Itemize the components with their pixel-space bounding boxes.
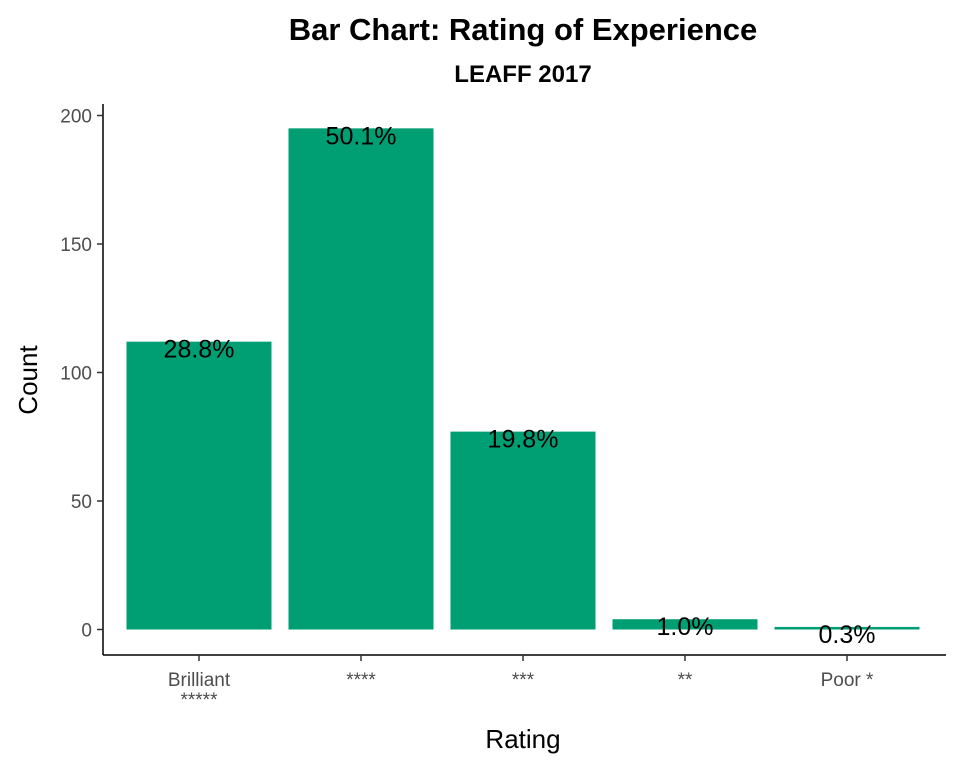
bar xyxy=(126,341,272,630)
y-tick-label: 50 xyxy=(71,492,92,513)
data-label: 28.8% xyxy=(164,336,235,364)
data-label: 19.8% xyxy=(488,426,559,454)
y-axis-ticks: 0 50 100 150 200 xyxy=(60,107,103,642)
y-tick-label: 100 xyxy=(60,364,92,385)
x-tick-label: *** xyxy=(512,670,535,691)
x-axis-ticks: Brilliant ********* *** ** Poor * xyxy=(168,655,874,711)
y-tick-label: 0 xyxy=(81,621,92,642)
x-tick-label-line: Poor * xyxy=(821,670,874,691)
x-tick-label: Poor * xyxy=(821,670,874,691)
y-axis-title: Count xyxy=(13,345,43,415)
x-tick-label: **** xyxy=(346,670,376,691)
x-tick-label-line: ** xyxy=(678,670,693,691)
chart-subtitle: LEAFF 2017 xyxy=(454,61,591,88)
x-tick-label-line: ***** xyxy=(181,690,219,711)
x-axis-title: Rating xyxy=(485,724,560,754)
bar xyxy=(450,431,596,630)
y-tick-label: 200 xyxy=(60,107,92,128)
y-tick-label: 150 xyxy=(60,235,92,256)
x-tick-label: Brilliant ***** xyxy=(168,670,231,711)
chart-title: Bar Chart: Rating of Experience xyxy=(289,12,758,47)
data-label: 1.0% xyxy=(657,613,714,641)
x-tick-label-line: **** xyxy=(346,670,376,691)
bar xyxy=(612,619,758,630)
bars-layer xyxy=(126,128,920,630)
data-label: 50.1% xyxy=(326,122,397,150)
data-label: 0.3% xyxy=(819,621,876,649)
bar xyxy=(774,626,920,630)
data-labels-layer: 28.8% 50.1% 19.8% 1.0% 0.3% xyxy=(164,122,876,649)
x-tick-label: ** xyxy=(678,670,693,691)
x-tick-label-line: Brilliant xyxy=(168,670,231,691)
bar xyxy=(288,128,434,630)
x-tick-label-line: *** xyxy=(512,670,535,691)
